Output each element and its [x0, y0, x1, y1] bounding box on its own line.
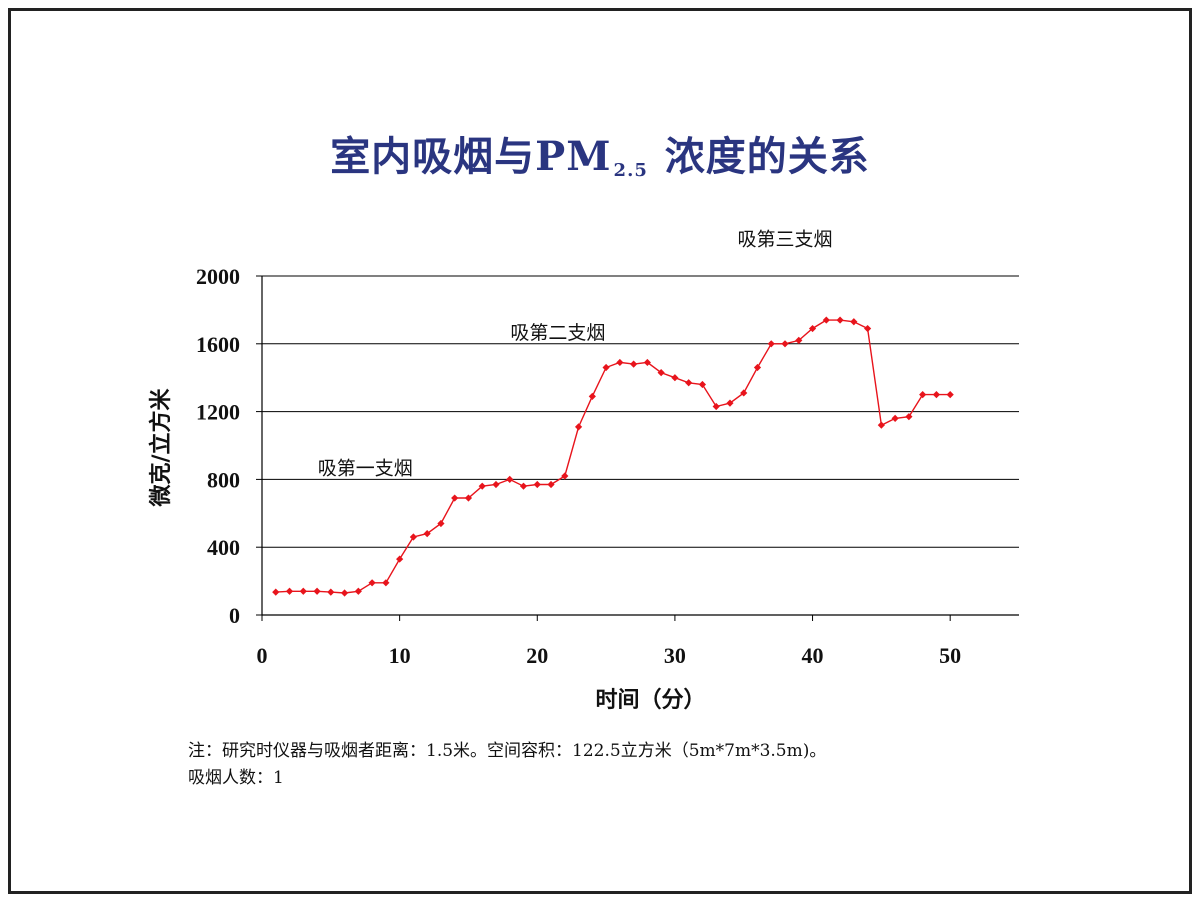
data-point	[767, 340, 775, 348]
data-point	[919, 391, 927, 399]
data-point	[437, 519, 445, 528]
slide-frame	[8, 8, 1192, 894]
data-point	[946, 391, 954, 399]
data-point	[698, 380, 707, 389]
chart-title: 室内吸烟与PM 2.5 浓度的关系	[330, 133, 870, 181]
data-point	[602, 363, 610, 372]
data-point	[368, 579, 376, 587]
data-point	[657, 369, 665, 377]
annotation-1: 吸第一支烟	[318, 458, 413, 480]
data-point	[588, 392, 596, 400]
y-tick-label-0: 0	[229, 603, 240, 628]
data-point	[547, 480, 555, 489]
data-point	[464, 494, 473, 502]
data-point	[285, 587, 294, 595]
data-point	[574, 423, 583, 431]
y-tick-label-800: 800	[207, 467, 240, 492]
footnote: 注：研究时仪器与吸烟者距离：1.5米。空间容积：122.5立方米（5m*7m*3…	[188, 738, 826, 792]
y-tick-label-400: 400	[207, 535, 240, 560]
data-point	[299, 587, 307, 595]
data-point	[864, 324, 872, 333]
data-point	[877, 421, 885, 429]
data-point	[519, 482, 528, 490]
y-tick-label-2000: 2000	[196, 264, 240, 289]
data-point	[382, 579, 390, 587]
footnote-line-2: 吸烟人数：1	[188, 768, 284, 788]
data-point	[340, 589, 349, 597]
data-point	[616, 358, 624, 367]
data-point	[506, 475, 514, 483]
data-point	[492, 480, 500, 489]
data-point	[836, 316, 844, 324]
y-axis-label: 微克/立方米	[148, 387, 174, 507]
data-point	[712, 402, 720, 411]
data-point	[685, 379, 693, 387]
data-point	[795, 336, 803, 345]
data-point	[726, 399, 734, 407]
y-tick-label-1600: 1600	[196, 332, 240, 357]
x-tick-label-50: 50	[939, 643, 961, 668]
x-tick-label-0: 0	[257, 643, 268, 668]
data-point	[561, 472, 569, 480]
data-point	[781, 340, 789, 348]
x-tick-label-30: 30	[664, 643, 686, 668]
data-point	[822, 316, 830, 324]
data-point	[808, 324, 817, 333]
data-point	[409, 533, 417, 541]
y-tick-label-1200: 1200	[196, 400, 240, 425]
data-point	[905, 413, 913, 421]
data-point	[932, 391, 941, 399]
data-point	[643, 358, 651, 367]
data-point	[753, 363, 762, 372]
x-axis-label: 时间（分）	[595, 688, 705, 713]
data-point	[396, 555, 404, 563]
x-tick-label-20: 20	[526, 643, 548, 668]
data-point	[478, 482, 486, 490]
data-point	[630, 360, 638, 368]
x-tick-label-10: 10	[389, 643, 411, 668]
data-point	[671, 374, 679, 382]
data-point	[533, 480, 541, 489]
data-point	[891, 414, 899, 422]
data-point	[740, 389, 748, 397]
data-point	[451, 494, 459, 502]
x-tick-label-40: 40	[802, 643, 824, 668]
data-point	[850, 318, 858, 326]
data-point	[354, 587, 362, 595]
data-point	[272, 588, 280, 596]
annotation-2: 吸第二支烟	[510, 322, 605, 344]
data-point	[327, 588, 335, 596]
data-point	[313, 587, 321, 595]
data-point	[423, 530, 431, 538]
annotation-3: 吸第三支烟	[738, 229, 833, 251]
footnote-line-1: 注：研究时仪器与吸烟者距离：1.5米。空间容积：122.5立方米（5m*7m*3…	[188, 741, 827, 761]
